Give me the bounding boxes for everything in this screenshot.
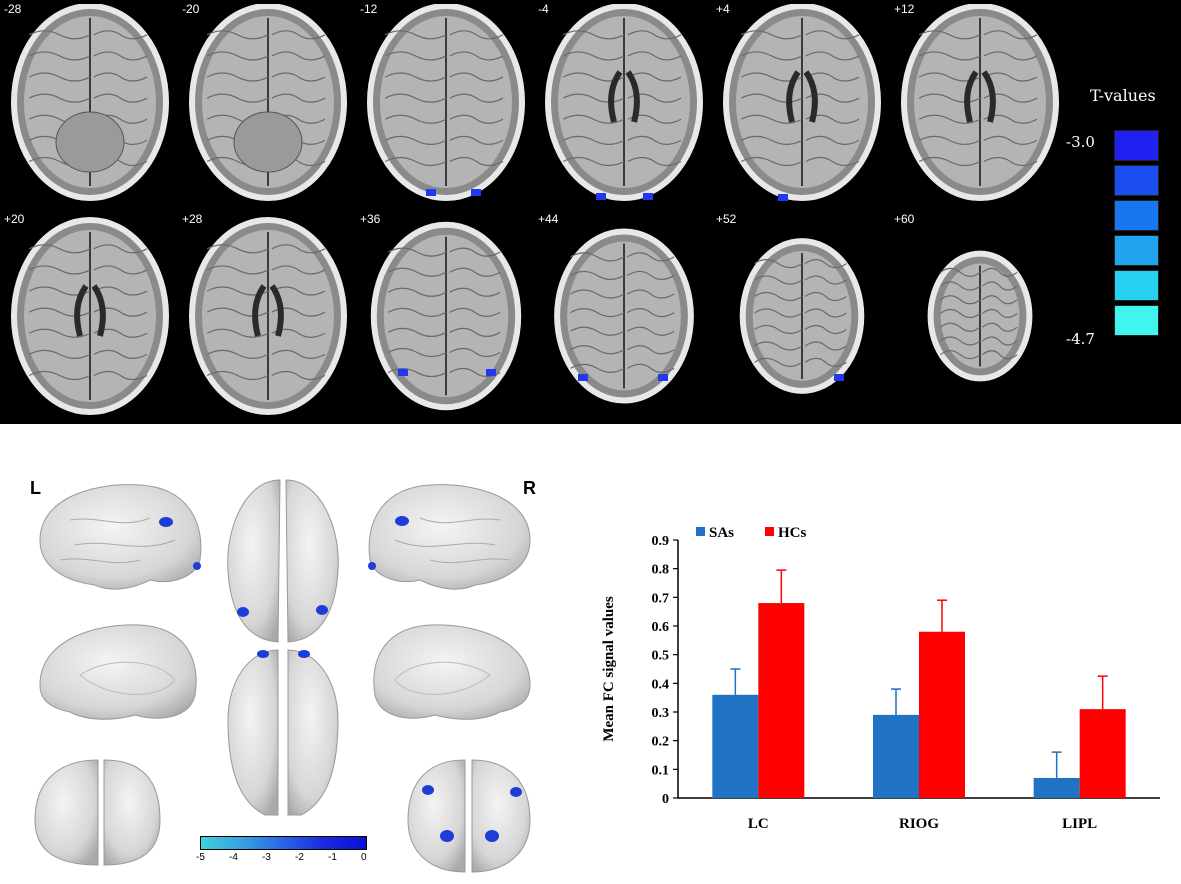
axial-slice: +12: [894, 2, 1066, 209]
y-tick-label: 0.1: [652, 763, 670, 778]
colorbar-max-label: -3.0: [1066, 133, 1095, 151]
y-tick-label: 0.2: [652, 735, 670, 750]
colorbar-swatch: [1114, 130, 1159, 161]
left-hemisphere-label: L: [30, 478, 41, 498]
brain-posterior-right: [407, 759, 531, 873]
surface-colorbar-tick: -2: [295, 852, 304, 863]
surface-colorbar-tick: -3: [262, 852, 271, 863]
bar: [1079, 709, 1126, 798]
bar: [758, 603, 805, 798]
surface-colorbar-tick: -4: [229, 852, 238, 863]
brain-posterior-left: [34, 759, 161, 866]
slice-label: -12: [360, 2, 378, 16]
colorbar-swatch: [1114, 235, 1159, 266]
y-axis-title: Mean FC signal values: [601, 596, 617, 742]
legend-swatch: [765, 527, 774, 536]
colorbar-title: T-values: [1090, 86, 1156, 105]
brain-lateral-right: [368, 484, 531, 590]
x-tick-label: RIOG: [899, 816, 939, 832]
slice-label: -20: [182, 2, 200, 16]
axial-slice: +36: [360, 212, 532, 419]
legend-swatch: [696, 527, 705, 536]
y-tick-label: 0.9: [652, 534, 670, 549]
slice-label: +12: [894, 2, 915, 16]
y-tick-label: 0.3: [652, 706, 670, 721]
brain-medial-right: [373, 624, 531, 720]
slice-label: -4: [538, 2, 549, 16]
bar: [873, 714, 919, 798]
y-tick-label: 0: [662, 792, 669, 807]
legend-label: SAs: [709, 525, 734, 541]
axial-slice: -20: [182, 2, 354, 209]
y-tick-label: 0.6: [652, 620, 670, 635]
slice-label: +36: [360, 212, 381, 226]
right-hemisphere-label: R: [523, 478, 536, 498]
surface-colorbar-tick: -1: [328, 852, 337, 863]
y-tick-label: 0.8: [652, 563, 670, 578]
axial-slice: -12: [360, 2, 532, 209]
surface-colorbar-tick: -5: [196, 852, 205, 863]
axial-slices-panel: -28 -20 -12 -4 +4 +12 +20 +28 +36 +44 +52 +60 T-val…: [0, 0, 1181, 424]
axial-slice: -28: [4, 2, 176, 209]
slice-label: +4: [716, 2, 730, 16]
brain-medial-left: [39, 624, 197, 720]
colorbar-swatch: [1114, 200, 1159, 231]
y-tick-label: 0.5: [652, 649, 670, 664]
colorbar-min-label: -4.7: [1066, 330, 1095, 348]
slice-label: +60: [894, 212, 915, 226]
brain-surface-panel: [34, 479, 531, 873]
axial-slice: +28: [182, 212, 354, 419]
bar: [919, 631, 965, 798]
slice-label: +52: [716, 212, 737, 226]
y-tick-label: 0.4: [652, 677, 670, 692]
colorbar-swatch: [1114, 270, 1159, 301]
bar: [1033, 777, 1080, 798]
bar: [712, 694, 759, 798]
brain-dorsal-view: [227, 479, 339, 643]
slice-label: +28: [182, 212, 203, 226]
brain-lateral-left: [39, 484, 202, 590]
brain-ventral-view: [227, 649, 339, 816]
axial-slice: +44: [538, 212, 710, 419]
x-tick-label: LIPL: [1062, 816, 1097, 832]
legend-label: HCs: [778, 525, 807, 541]
axial-slice: +20: [4, 212, 176, 419]
axial-slice: +4: [716, 2, 888, 209]
slice-label: +20: [4, 212, 25, 226]
axial-slice: +60: [894, 212, 1066, 419]
bar-chart: 0 0.1 0.2 0.3 0.4 0.5 0.6 0.7 0.8 0.9 Mean FC sign…: [601, 525, 1160, 832]
slice-label: -28: [4, 2, 22, 16]
slice-label: +44: [538, 212, 559, 226]
y-tick-label: 0.7: [652, 591, 670, 606]
x-tick-label: LC: [748, 816, 769, 832]
axial-slice: -4: [538, 2, 710, 209]
surface-colorbar: [200, 836, 367, 850]
axial-slice: +52: [716, 212, 888, 419]
colorbar-swatch: [1114, 165, 1159, 196]
surface-colorbar-tick: 0: [361, 852, 367, 863]
colorbar-swatch: [1114, 305, 1159, 336]
